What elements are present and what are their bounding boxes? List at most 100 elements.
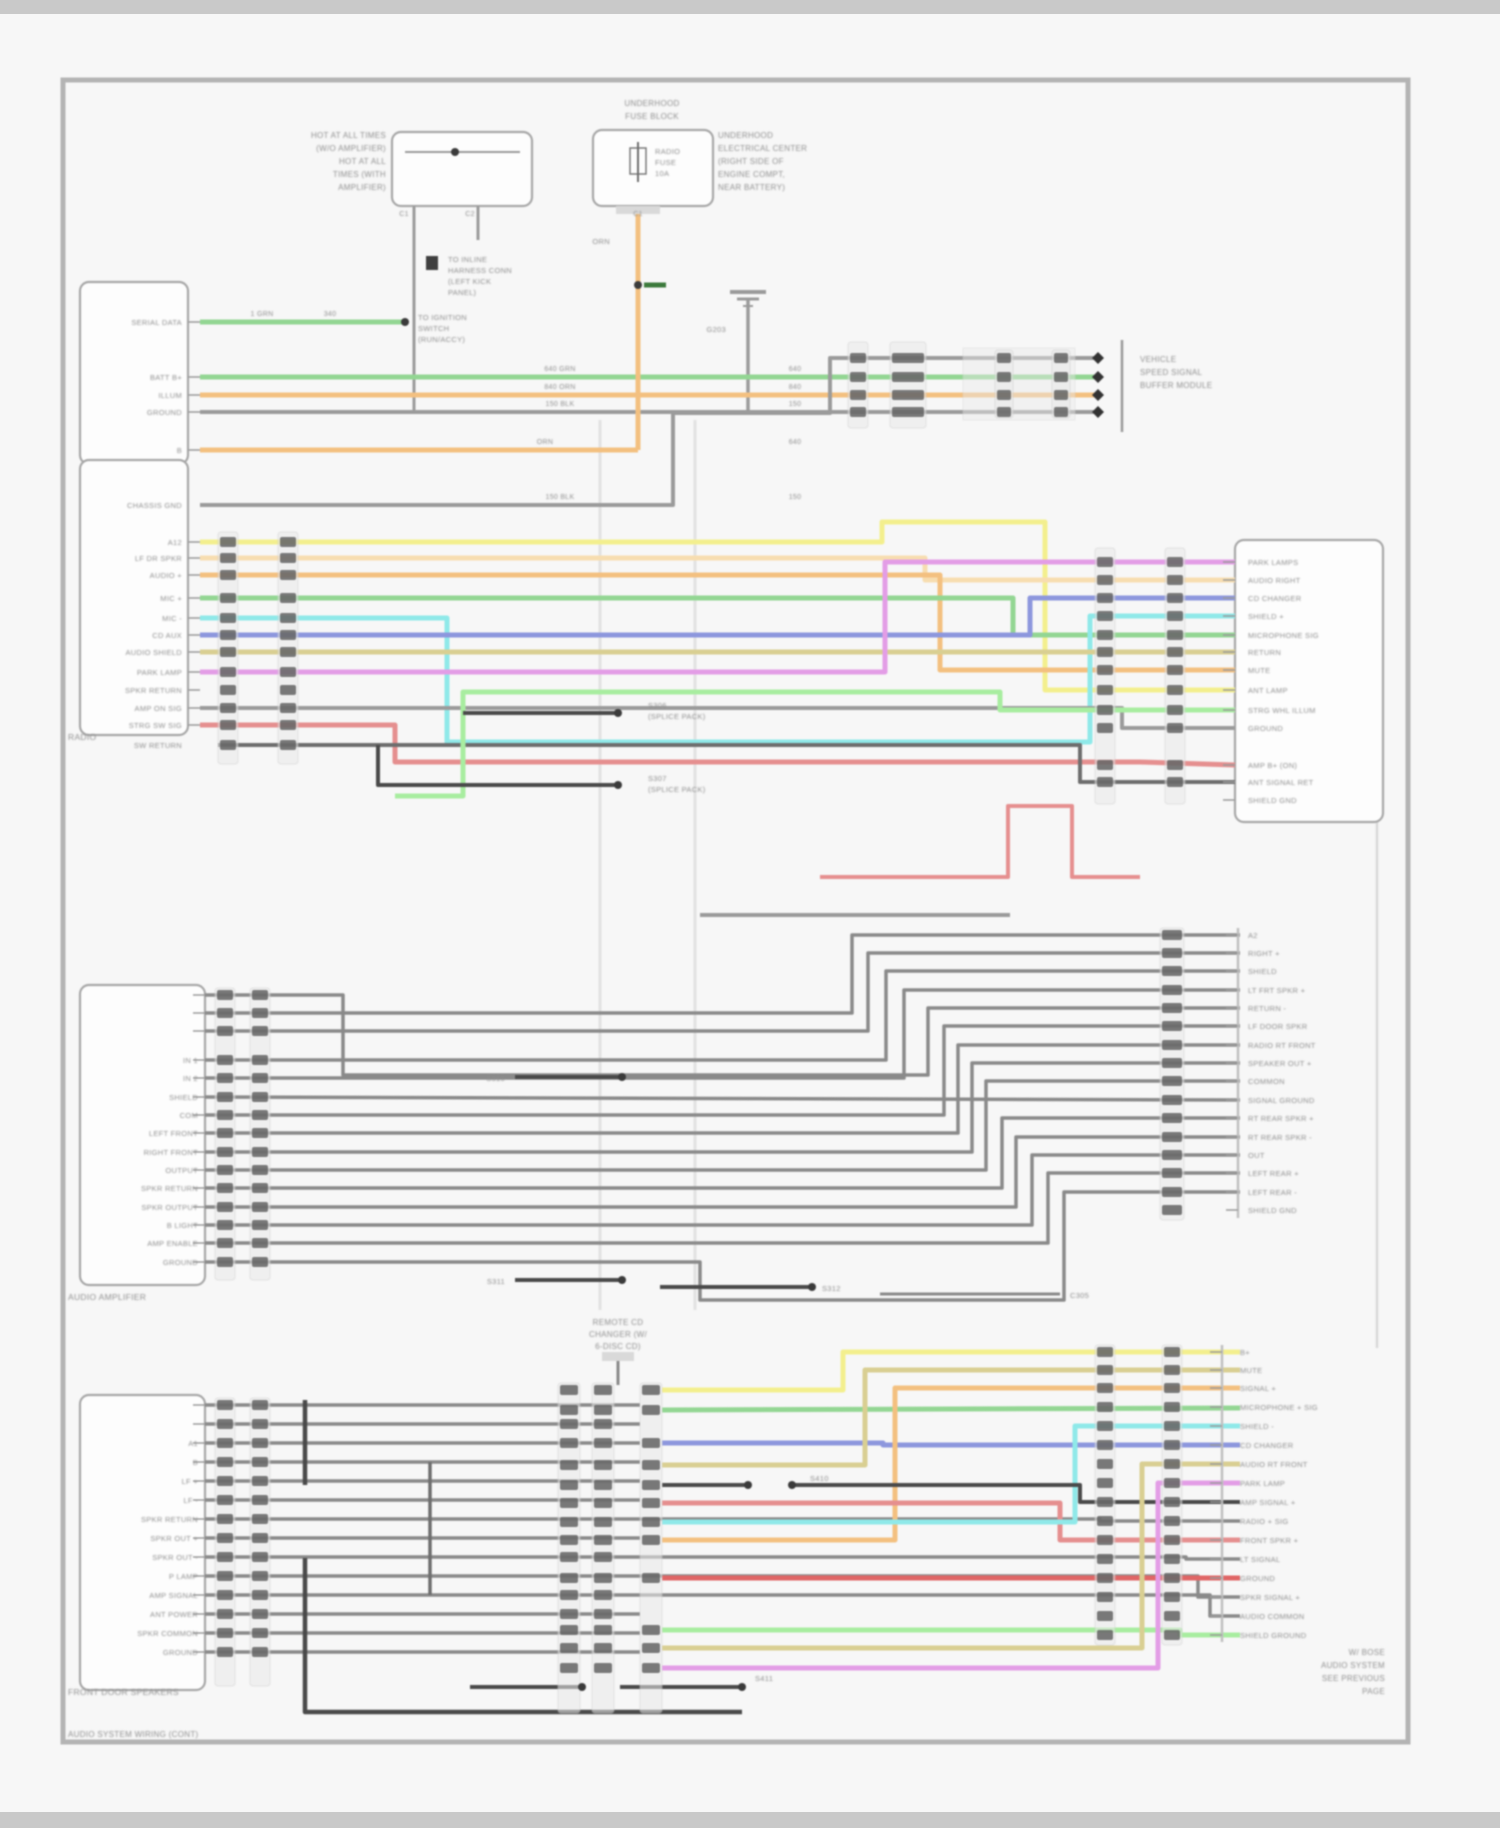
connector-pin-block [217,1438,233,1448]
pin-labels-right-4: SIGNAL + [1240,1384,1276,1393]
pin-labels-right-3: SIGNAL GROUND [1248,1096,1315,1105]
connector-pin-block [1097,1611,1113,1621]
wire-tag: 640 [789,439,802,446]
connector-pin-block [560,1609,578,1619]
connector-pin-block [997,353,1011,363]
connector-pin-block [1167,665,1183,675]
connector-pin-block [1164,1421,1180,1431]
connector-pin-block [220,537,236,547]
connector-pin-block [850,353,866,363]
connector-pin-block [1167,777,1183,787]
connector-pin-block [642,1460,660,1470]
connector-pin-block [217,1202,233,1212]
connector-pin-block [280,630,296,640]
pin-labels-right-4: AUDIO COMMON [1240,1612,1304,1621]
connector-pin-block [594,1643,612,1653]
connector-pin-block [1164,1402,1180,1412]
amp-wire [205,988,1240,1080]
connector-pin-block [1162,1205,1182,1215]
note-fuse-block-location: UNDERHOOD [718,131,773,140]
connector-pin-block [252,990,268,1000]
pin-labels-radio-2: AMP ON SIG [135,704,182,713]
connector-pin-block [1097,685,1113,695]
connector-pin-block [252,1495,268,1505]
spkr-wire [205,1555,1240,1561]
pin-labels-right-3: RADIO RT FRONT [1248,1041,1316,1050]
connector-pin-block [594,1609,612,1619]
splice-label: S410 [810,1474,829,1483]
terminal-diamond [1092,371,1104,383]
connector-pin-block [252,1257,268,1267]
note-remote-cd: REMOTE CD [593,1318,644,1327]
note-speed-buffer: SPEED SIGNAL [1140,368,1203,377]
pin-labels-right-3: LF DOOR SPKR [1248,1022,1308,1031]
connector-pin-block [560,1590,578,1600]
connector-pin-block [252,1552,268,1562]
connector-pin-block [594,1438,612,1448]
connector-pin-block [252,1147,268,1157]
page-margin-bottom [0,1812,1500,1828]
connector-pin-block [1167,647,1183,657]
connector-pin-block [1164,1573,1180,1583]
component-box-fuse-block [591,128,715,208]
note-hot-at-all-times: AMPLIFIER) [338,183,386,192]
wire-tag: 840 [789,384,802,391]
connector-pin-block [1097,1402,1113,1412]
fuse-block-title: FUSE BLOCK [625,112,679,121]
connector-pin-block [1097,1459,1113,1469]
connector-pin-block [217,1238,233,1248]
connector-pin-block [1097,557,1113,567]
pin-labels-right-3: A2 [1248,931,1258,940]
pin-labels-amplifier: SPKR OUTPUT [141,1203,198,1212]
connector-pin-block [280,703,296,713]
connector-pin-block [1164,1459,1180,1469]
connector-pin-block [560,1460,578,1470]
connector-pin-block [1162,1040,1182,1050]
spkr-orange [662,1385,1240,1543]
ground-label: G203 [706,325,726,334]
connector-pin-block [1097,1516,1113,1526]
connector-pin-block [1054,407,1068,417]
note-fuse-block-location: NEAR BATTERY) [718,183,785,192]
wire-chassis-gnd [200,356,1098,507]
inline-connector [1051,349,1071,419]
connector-pin-block [1167,630,1183,640]
connector-pin-block [1097,593,1113,603]
spkr-green [661,1405,1241,1413]
connector-pin-block [642,1480,660,1490]
spkr-blue [662,1440,1240,1448]
connector-pin-block [1164,1516,1180,1526]
page-footer: AUDIO SYSTEM WIRING (CONT) [68,1730,198,1739]
connector-pin-block [642,1438,660,1448]
pin-labels-radio-2: MIC + [160,594,182,603]
connector-pin-block [1164,1554,1180,1564]
connector-pin-block [220,685,236,695]
note-ignition-switch: TO IGNITION [418,313,467,322]
fuse-label: RADIO [655,147,680,156]
connector-pin-block [280,553,296,563]
pin-labels-right-4: GROUND [1240,1574,1275,1583]
pin-labels-right-2: SHIELD GND [1248,796,1297,805]
connector-pin-block [252,1128,268,1138]
connector-pin-block [217,990,233,1000]
connector-pin-block [1097,723,1113,733]
connector-pin-block [1162,948,1182,958]
connector-pin-block [560,1625,578,1635]
note-fuse-block-location: (RIGHT SIDE OF [718,157,784,166]
note-inline-harness: PANEL) [448,288,477,297]
pin-labels-amplifier: COM [180,1111,198,1120]
connector-pin-block [280,570,296,580]
connector-pin-block [594,1517,612,1527]
pin-labels-right-4: RADIO + SIG [1240,1517,1289,1526]
pin-labels-right-2: AUDIO RIGHT [1248,576,1301,585]
pin-labels-right-4: LT SIGNAL [1240,1555,1280,1564]
connector-pin-block [252,1419,268,1429]
connector-box-right-2 [1233,538,1385,824]
connector-pin-block [892,353,924,363]
connector-pin-block [594,1460,612,1470]
connector-pin-block [252,1026,268,1036]
pin-labels-right-2: RETURN [1248,648,1281,657]
connector-pin-block [1097,611,1113,621]
connector-pin-block [252,1514,268,1524]
